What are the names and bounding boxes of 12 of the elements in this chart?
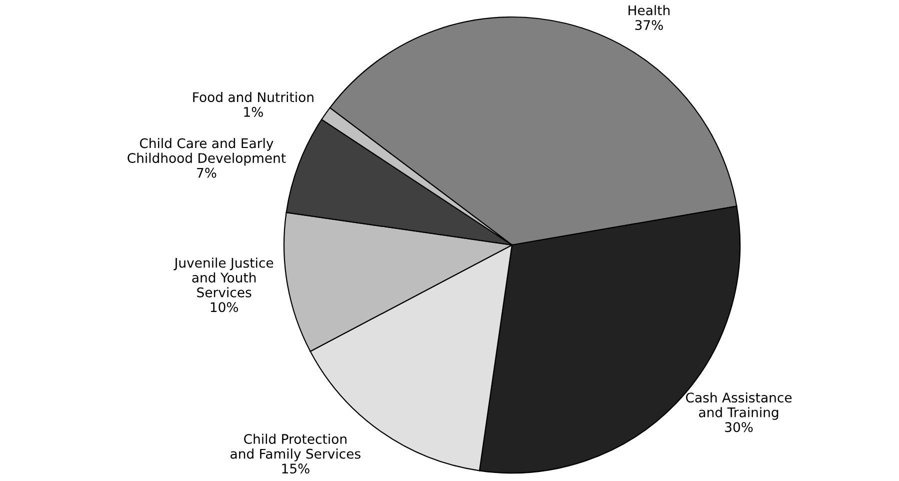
data-label: 7%: [197, 168, 216, 178]
slice-label: Juvenile Justice and Youth Services: [174, 258, 274, 298]
slice-label: Cash Assistance and Training: [686, 392, 792, 420]
slice-label: Food and Nutrition: [193, 92, 314, 102]
slice-label: Child Care and Early Childhood Development: [128, 138, 286, 166]
data-label: 37%: [635, 20, 663, 30]
data-label: 10%: [210, 302, 238, 312]
data-label: 30%: [725, 422, 753, 432]
slice-label: Health: [628, 5, 670, 16]
data-label: 15%: [282, 464, 310, 474]
slice-label: Child Protection and Family Services: [230, 434, 360, 462]
data-label: 1%: [244, 106, 263, 117]
